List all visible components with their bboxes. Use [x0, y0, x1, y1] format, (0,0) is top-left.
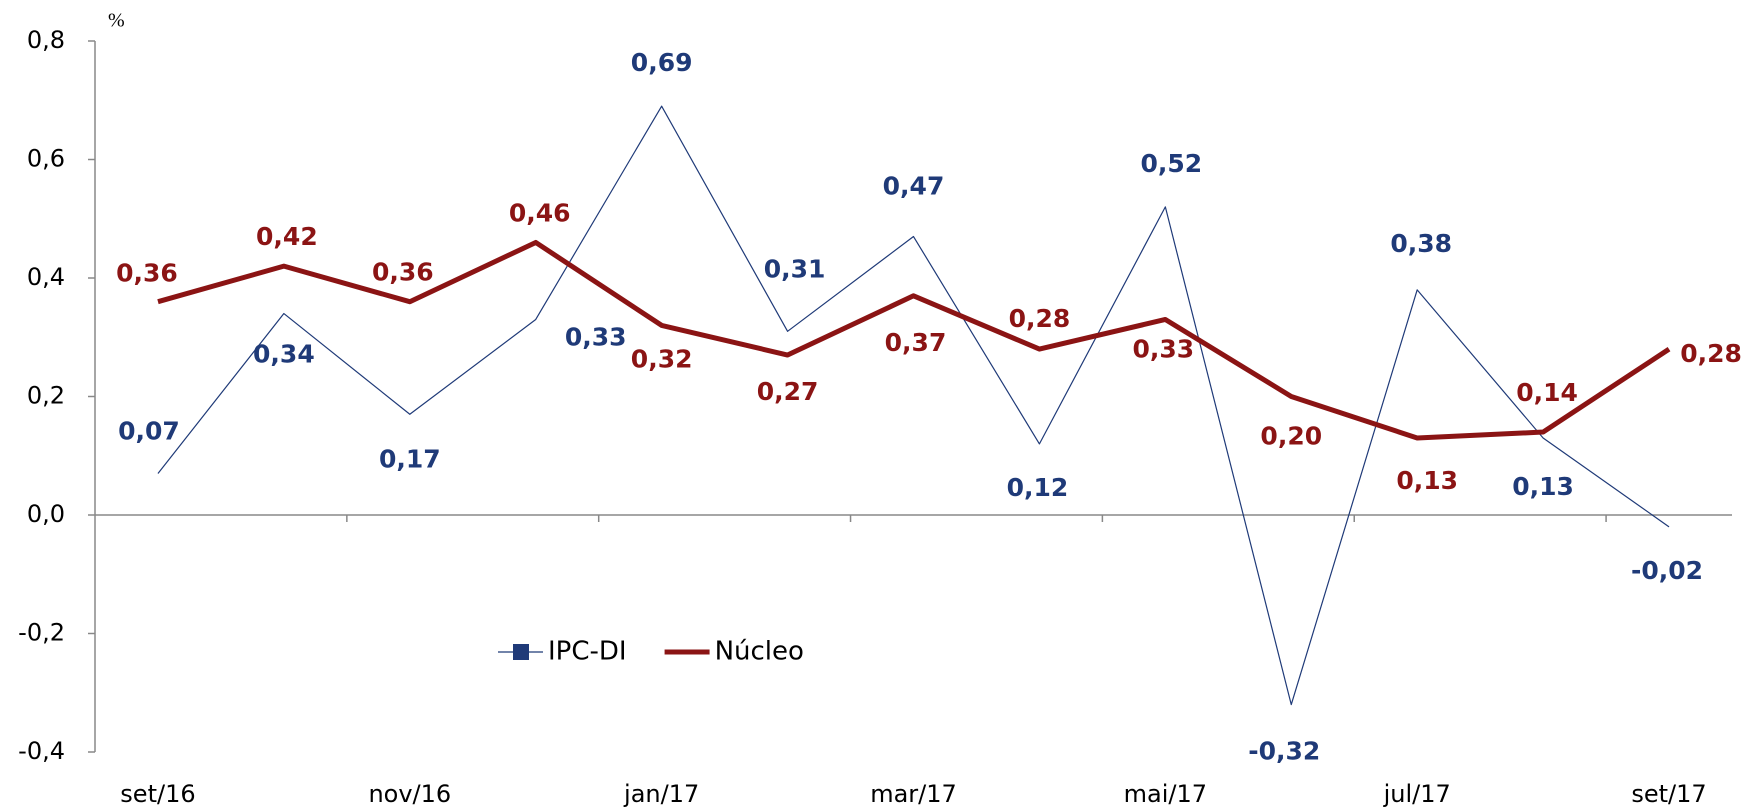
y-tick-label: 0,6	[27, 145, 65, 173]
x-tick-label: set/16	[120, 780, 195, 808]
value-label: 0,28	[1009, 304, 1071, 333]
x-tick-label: mai/17	[1124, 780, 1207, 808]
value-label: 0,13	[1512, 472, 1574, 501]
x-tick-label: mar/17	[870, 780, 957, 808]
value-label: 0,36	[372, 258, 434, 287]
value-label: 0,69	[631, 48, 693, 77]
value-label: -0,02	[1631, 556, 1703, 585]
x-tick-label: jul/17	[1383, 780, 1451, 808]
value-label: 0,20	[1260, 422, 1322, 451]
value-label: -0,32	[1248, 737, 1320, 766]
value-label: 0,07	[118, 417, 180, 446]
value-label: 0,32	[631, 344, 693, 373]
y-tick-label: 0,4	[27, 263, 65, 291]
value-label: 0,13	[1396, 466, 1458, 495]
value-label: 0,28	[1680, 339, 1742, 368]
value-label: 0,17	[379, 444, 441, 473]
value-label: 0,42	[256, 222, 318, 251]
value-label: 0,31	[764, 254, 826, 283]
value-label: 0,33	[1133, 334, 1195, 363]
y-tick-label: 0,8	[27, 26, 65, 54]
value-label: 0,33	[565, 322, 627, 351]
legend-marker	[513, 644, 529, 660]
series-line	[157, 239, 1671, 441]
y-tick-label: 0,2	[27, 382, 65, 410]
value-label: 0,14	[1516, 378, 1578, 407]
value-label: 0,36	[116, 259, 178, 288]
y-tick-label: -0,2	[18, 619, 65, 647]
x-tick-label: jan/17	[623, 780, 699, 808]
value-label: 0,38	[1390, 229, 1452, 258]
value-label: 0,12	[1007, 473, 1069, 502]
value-label: 0,34	[253, 340, 315, 369]
y-tick-label: -0,4	[18, 737, 65, 765]
legend-label: IPC-DI	[548, 637, 627, 667]
value-label: 0,47	[883, 172, 945, 201]
series-line	[157, 105, 1670, 706]
value-label: 0,46	[509, 198, 571, 227]
y-unit-label: %	[108, 10, 125, 32]
value-label: 0,27	[757, 377, 819, 406]
value-label: 0,37	[885, 328, 947, 357]
x-tick-label: nov/16	[368, 780, 451, 808]
y-tick-label: 0,0	[27, 500, 65, 528]
x-tick-label: set/17	[1631, 780, 1706, 808]
value-label: 0,52	[1141, 149, 1203, 178]
legend-label: Núcleo	[715, 637, 804, 667]
